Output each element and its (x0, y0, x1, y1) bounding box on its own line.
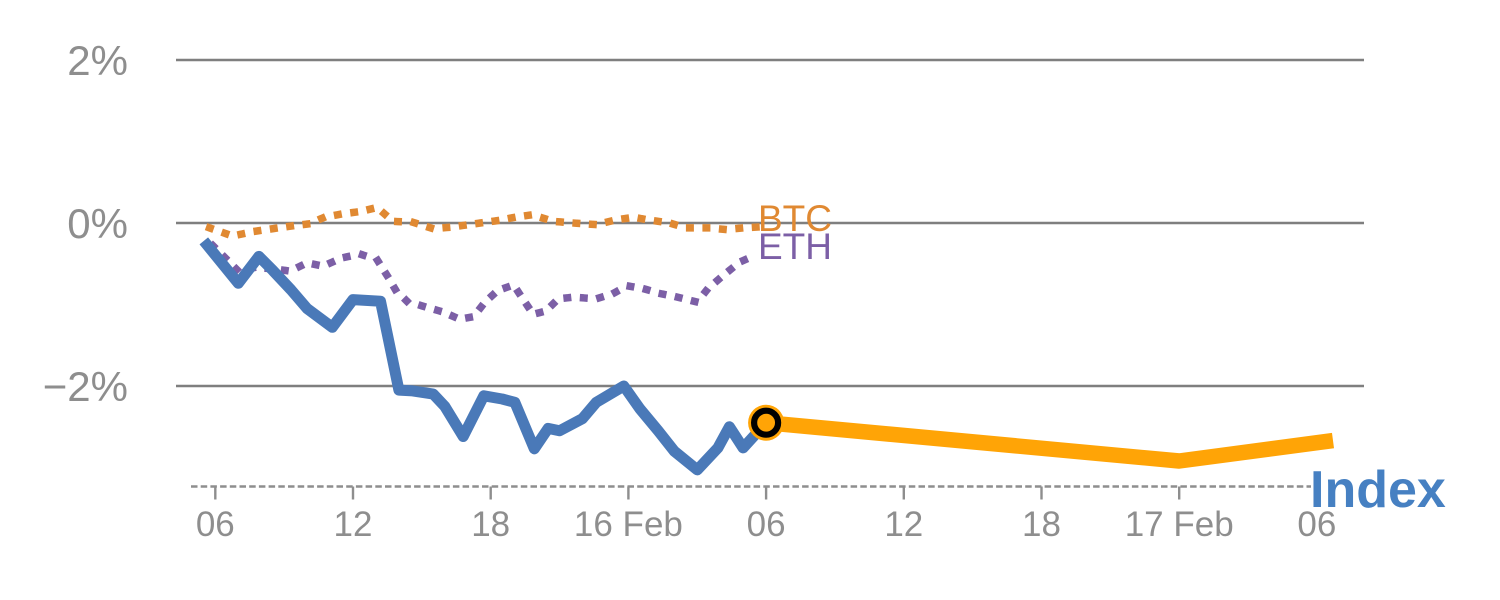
x-tick-label: 18 (471, 505, 510, 544)
x-tick-label: 17 Feb (1125, 505, 1234, 544)
eth-line (207, 240, 760, 323)
gridlines: 2% 0% −2% (43, 37, 1364, 410)
y-tick-label-2%: 2% (67, 37, 128, 84)
x-axis: 06 12 18 16 Feb 06 12 18 17 Feb 06 (191, 485, 1336, 544)
index-line (199, 237, 771, 476)
x-tick-label: 16 Feb (574, 505, 683, 544)
y-tick-label-0%: 0% (67, 200, 128, 247)
index-series-label: Index (1310, 461, 1446, 519)
x-tick-label: 06 (1297, 505, 1336, 544)
series-lines (199, 203, 1335, 476)
y-tick-label-−2%: −2% (43, 363, 128, 410)
x-tick-label: 12 (334, 505, 373, 544)
x-tick-label: 18 (1022, 505, 1061, 544)
index-forecast-line[interactable] (765, 414, 1335, 469)
eth-series-label: ETH (758, 226, 832, 267)
x-tick-label: 06 (196, 505, 235, 544)
btc-line (204, 203, 761, 240)
forecast-drag-handle[interactable] (750, 407, 782, 438)
x-tick-label: 12 (884, 505, 923, 544)
forecast-marker-layer (748, 404, 785, 441)
x-tick-label: 06 (747, 505, 786, 544)
btc-series-label: BTC (758, 198, 832, 239)
